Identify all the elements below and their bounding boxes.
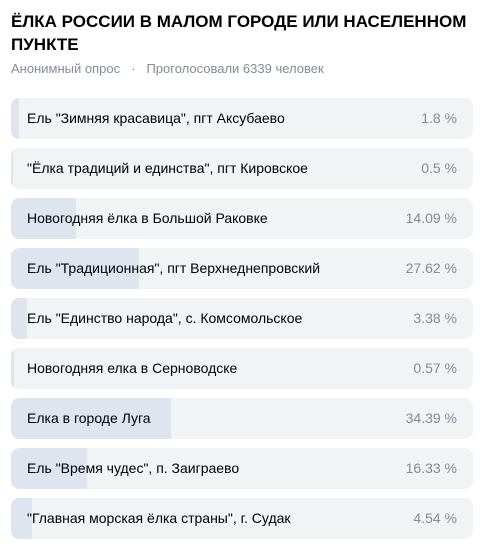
poll-option[interactable]: "Ёлка традиций и единства", пгт Кировско… xyxy=(11,148,473,189)
poll-option-result-bar xyxy=(11,298,27,339)
poll-option-percent: 14.09 % xyxy=(405,210,457,226)
poll-option-percent: 0.57 % xyxy=(413,360,457,376)
poll-option[interactable]: Ель "Традиционная", пгт Верхнеднепровски… xyxy=(11,248,473,289)
poll-votes-count[interactable]: Проголосовали 6339 человек xyxy=(146,61,324,76)
poll-option[interactable]: Ель "Время чудес", п. Заиграево 16.33 % xyxy=(11,448,473,489)
poll-option-result-bar xyxy=(11,148,14,189)
poll-option-percent: 0.5 % xyxy=(421,160,457,176)
poll-option-label: Новогодняя ёлка в Большой Раковке xyxy=(27,210,268,226)
poll-option-label: Новогодняя елка в Серноводске xyxy=(27,360,238,376)
poll-option[interactable]: Новогодняя елка в Серноводске 0.57 % xyxy=(11,348,473,389)
poll-option[interactable]: Ель "Зимняя красавица", пгт Аксубаево 1.8… xyxy=(11,98,473,139)
poll-meta: Анонимный опрос · Проголосовали 6339 чел… xyxy=(11,61,324,76)
poll-option-label: Ель "Единство народа", с. Комсомольское xyxy=(27,310,303,326)
poll-option-label: Ель "Традиционная", пгт Верхнеднепровски… xyxy=(27,260,321,276)
poll-option-result-bar xyxy=(11,98,20,139)
poll-option-result-bar xyxy=(11,498,33,539)
poll-option-percent: 3.38 % xyxy=(413,310,457,326)
poll-option-percent: 1.8 % xyxy=(421,110,457,126)
poll-option-percent: 16.33 % xyxy=(405,460,457,476)
poll-option-label: Ель "Время чудес", п. Заиграево xyxy=(27,460,240,476)
poll-options: Ель "Зимняя красавица", пгт Аксубаево 1.8… xyxy=(11,98,473,548)
poll-option-percent: 34.39 % xyxy=(405,410,457,426)
poll-option-label: "Ёлка традиций и единства", пгт Кировско… xyxy=(27,160,308,176)
meta-separator: · xyxy=(131,61,136,76)
poll-option[interactable]: Новогодняя ёлка в Большой Раковке 14.09 % xyxy=(11,198,473,239)
poll-option[interactable]: Ель "Единство народа", с. Комсомольское 3… xyxy=(11,298,473,339)
poll-option-percent: 27.62 % xyxy=(405,260,457,276)
poll-option-result-bar xyxy=(11,198,77,239)
poll-option-label: Ель "Зимняя красавица", пгт Аксубаево xyxy=(27,110,285,126)
poll-option-percent: 4.54 % xyxy=(413,510,457,526)
poll-option-label: "Главная морская ёлка страны", г. Судак xyxy=(27,510,291,526)
poll-option-result-bar xyxy=(11,248,140,289)
poll-option-label: Елка в городе Луга xyxy=(27,410,151,426)
poll-option-result-bar xyxy=(11,348,14,389)
poll-option[interactable]: "Главная морская ёлка страны", г. Судак 4… xyxy=(11,498,473,539)
poll-title: ЁЛКА РОССИИ В МАЛОМ ГОРОДЕ ИЛИ НАСЕЛЕННО… xyxy=(11,12,467,54)
poll-option[interactable]: Елка в городе Луга 34.39 % xyxy=(11,398,473,439)
poll-option-result-bar xyxy=(11,448,87,489)
poll-option-result-bar xyxy=(11,398,171,439)
poll-type-label: Анонимный опрос xyxy=(11,61,121,76)
